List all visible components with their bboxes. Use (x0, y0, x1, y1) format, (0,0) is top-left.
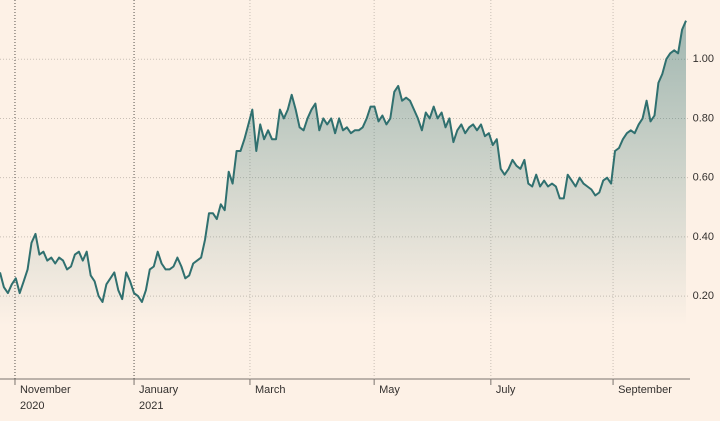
x-tick-label: July (496, 384, 516, 396)
x-tick-year: 2021 (139, 400, 163, 412)
y-tick-label: 0.60 (693, 172, 714, 184)
x-tick-label: May (379, 384, 400, 396)
line (0, 20, 687, 303)
y-tick-label: 0.80 (693, 112, 714, 124)
y-tick-label: 1.00 (693, 53, 714, 65)
x-tick-year: 2020 (20, 400, 44, 412)
y-tick-label: 0.20 (693, 290, 714, 302)
x-tick-label: November (20, 384, 71, 396)
x-tick-label: September (618, 384, 672, 396)
y-tick-label: 0.40 (693, 231, 714, 243)
area (0, 20, 686, 379)
x-tick-label: January (139, 384, 179, 396)
x-tick-label: March (255, 384, 286, 396)
